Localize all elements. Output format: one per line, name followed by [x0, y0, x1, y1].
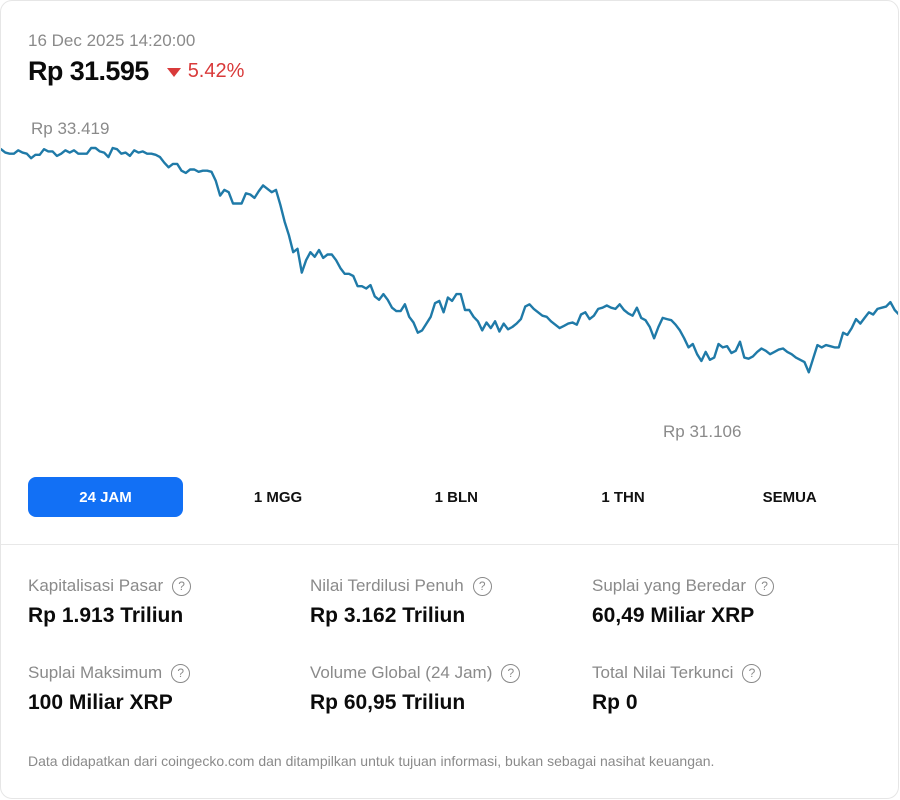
tab-1-thn[interactable]: 1 THN [601, 488, 645, 506]
tab-1-bln[interactable]: 1 BLN [434, 488, 478, 506]
stat-label: Suplai Maksimum [28, 663, 163, 682]
low-price-label: Rp 31.106 [663, 422, 742, 441]
stats-grid: Kapitalisasi Pasar? Rp 1.913 Triliun Nil… [28, 574, 878, 715]
triangle-down-icon [166, 68, 181, 77]
help-icon[interactable]: ? [172, 576, 192, 596]
stat-value: 60,49 Miliar XRP [592, 604, 755, 627]
stat-label: Nilai Terdilusi Penuh [310, 576, 464, 595]
price-chart[interactable] [1, 111, 899, 451]
price-line [1, 146, 898, 374]
stat-global-volume: Volume Global (24 Jam)? Rp 60,95 Triliun [310, 661, 592, 715]
help-icon[interactable]: ? [742, 663, 762, 683]
high-price-label: Rp 33.419 [31, 119, 110, 138]
help-icon[interactable]: ? [755, 576, 775, 596]
stat-market-cap: Kapitalisasi Pasar? Rp 1.913 Triliun [28, 574, 310, 628]
tab-24-jam[interactable]: 24 JAM [28, 477, 183, 517]
tab-semua[interactable]: SEMUA [762, 488, 817, 506]
help-icon[interactable]: ? [472, 576, 492, 596]
stat-value: 100 Miliar XRP [28, 691, 173, 714]
disclaimer: Data didapatkan dari coingecko.com dan d… [28, 753, 715, 769]
stat-value: Rp 1.913 Triliun [28, 604, 184, 627]
price-change: 5.42% [166, 60, 245, 83]
price-row: Rp 31.595 5.42% [28, 56, 244, 87]
time-range-tabs: 24 JAM 1 MGG 1 BLN 1 THN SEMUA [28, 477, 873, 517]
stat-label: Total Nilai Terkunci [592, 663, 734, 682]
stat-value: Rp 60,95 Triliun [310, 691, 466, 714]
stat-label: Volume Global (24 Jam) [310, 663, 493, 682]
help-icon[interactable]: ? [171, 663, 191, 683]
stat-value: Rp 0 [592, 691, 638, 714]
stat-label: Kapitalisasi Pasar [28, 576, 164, 595]
divider [1, 544, 898, 545]
stat-fdv: Nilai Terdilusi Penuh? Rp 3.162 Triliun [310, 574, 592, 628]
help-icon[interactable]: ? [501, 663, 521, 683]
stat-tvl: Total Nilai Terkunci? Rp 0 [592, 661, 874, 715]
timestamp: 16 Dec 2025 14:20:00 [28, 31, 196, 50]
stat-value: Rp 3.162 Triliun [310, 604, 466, 627]
price-change-value: 5.42% [187, 60, 245, 82]
tab-1-mgg[interactable]: 1 MGG [253, 488, 303, 506]
stat-max-supply: Suplai Maksimum? 100 Miliar XRP [28, 661, 310, 715]
stat-circulating-supply: Suplai yang Beredar? 60,49 Miliar XRP [592, 574, 874, 628]
stat-label: Suplai yang Beredar [592, 576, 747, 595]
current-price: Rp 31.595 [28, 56, 149, 86]
